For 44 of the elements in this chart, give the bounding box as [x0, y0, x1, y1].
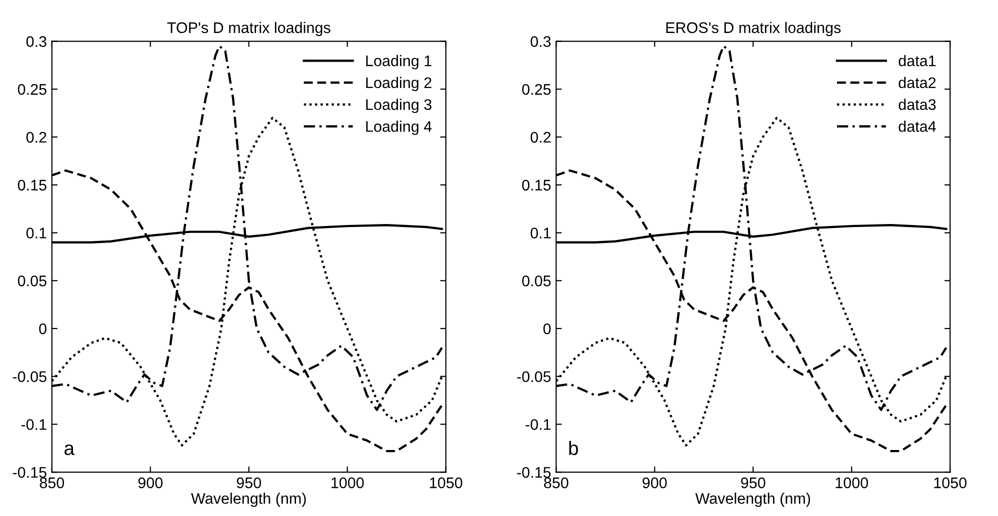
y-tick-label: -0.05: [12, 371, 46, 382]
x-axis-title: Wavelength (nm): [695, 492, 810, 507]
legend-label: data4: [898, 120, 936, 132]
annotation: a: [64, 444, 75, 456]
y-tick-label: 0.25: [522, 84, 551, 95]
legend-label: Loading 2: [366, 76, 432, 92]
legend-label: Loading 3: [366, 98, 432, 114]
y-tick-label: -0.1: [21, 419, 46, 430]
x-tick-label: 900: [642, 477, 667, 488]
x-tick-label: 850: [40, 477, 64, 488]
legend-label: data1: [898, 55, 936, 66]
x-tick-label: 950: [741, 477, 766, 488]
y-tick-label: -0.05: [517, 371, 551, 382]
y-tick-label: -0.15: [12, 467, 46, 478]
x-tick-label: 950: [236, 477, 262, 488]
y-tick-label: 0: [543, 323, 551, 334]
x-tick-label: 1000: [836, 477, 868, 488]
y-tick-label: 0.05: [18, 276, 46, 286]
y-tick-label: -0.1: [526, 419, 551, 430]
y-tick-label: 0.2: [530, 132, 551, 143]
y-tick-label: 0.1: [26, 228, 46, 238]
y-tick-label: 0.3: [26, 36, 46, 47]
y-tick-label: 0.15: [522, 180, 551, 191]
x-axis-title: Wavelength (nm): [191, 492, 306, 507]
x-tick-label: 900: [138, 477, 163, 488]
x-tick-label: 1050: [430, 477, 462, 488]
x-tick-label: 1050: [934, 477, 966, 488]
y-tick-label: 0.15: [18, 180, 46, 191]
y-tick-label: 0.05: [522, 276, 551, 286]
y-tick-label: 0.3: [530, 36, 551, 47]
x-tick-label: 1000: [332, 477, 364, 488]
y-tick-label: 0.25: [18, 84, 46, 95]
x-tick-label: 850: [544, 477, 568, 488]
chart-title: EROS's D matrix loadings: [666, 22, 841, 36]
y-tick-label: -0.15: [517, 467, 551, 478]
chart-title: TOP's D matrix loadings: [167, 22, 330, 36]
annotation: b: [569, 440, 578, 456]
y-tick-label: 0.1: [530, 228, 551, 238]
legend-label: data3: [898, 98, 936, 110]
legend-label: Loading 1: [366, 55, 432, 70]
legend-label: Loading 4: [366, 120, 432, 135]
y-tick-label: 0.2: [26, 132, 46, 143]
legend-label: data2: [898, 76, 936, 88]
y-tick-label: 0: [39, 323, 46, 334]
